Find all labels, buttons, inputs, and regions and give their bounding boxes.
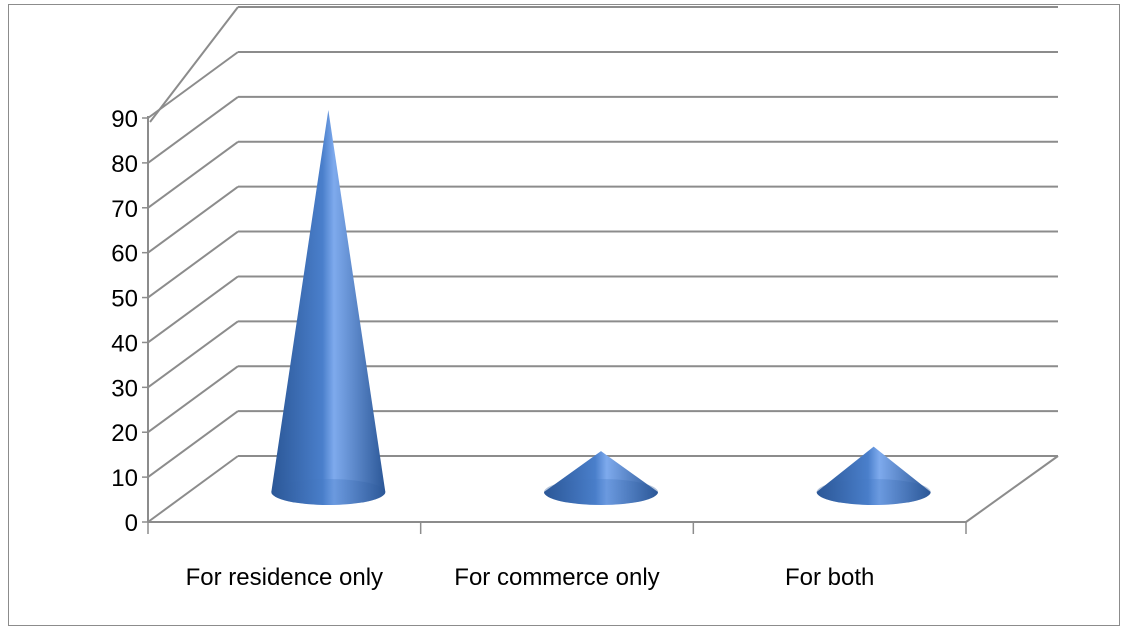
gridline-side	[147, 51, 239, 119]
cone-bar	[816, 446, 931, 506]
cone-base	[544, 479, 658, 505]
y-tick-label: 50	[111, 286, 138, 313]
gridline-side	[147, 320, 239, 389]
gridline-side	[147, 230, 239, 299]
chart-walls	[149, 6, 1058, 123]
gridline-side	[147, 96, 239, 164]
x-axis-ticks: For residence only For commerce only For b…	[147, 522, 967, 591]
gridline-side	[147, 455, 239, 523]
cone-base	[816, 479, 931, 505]
cone-body	[271, 109, 386, 506]
y-tick-label: 90	[111, 106, 138, 133]
x-tick-label: For commerce only	[454, 564, 659, 591]
cone-bar	[544, 451, 658, 505]
y-tick-label: 70	[111, 196, 138, 223]
y-tick-label: 20	[111, 420, 138, 447]
y-tick-label: 30	[111, 375, 138, 402]
gridlines	[147, 51, 1058, 523]
y-tick-label: 60	[111, 241, 138, 268]
cones	[271, 109, 931, 506]
cone-base	[271, 479, 386, 505]
gridline-side	[147, 140, 239, 209]
floor-right-edge	[965, 455, 1059, 523]
y-tick-label: 0	[125, 510, 138, 537]
gridline-side	[147, 185, 239, 254]
y-axis-ticks: 0 10 20 30 40 50 60 70 80 90	[111, 106, 148, 537]
gridline-side	[147, 410, 239, 478]
y-tick-label: 10	[111, 465, 138, 492]
gridline-side	[147, 275, 239, 344]
cone-bar	[271, 109, 386, 506]
x-tick-label: For residence only	[186, 564, 383, 591]
gridline-side	[147, 365, 239, 434]
axes	[147, 116, 1059, 523]
y-tick-label: 40	[111, 330, 138, 357]
y-tick-label: 80	[111, 151, 138, 178]
x-tick-label: For both	[785, 564, 874, 591]
side-wall-top-edge	[149, 6, 239, 123]
